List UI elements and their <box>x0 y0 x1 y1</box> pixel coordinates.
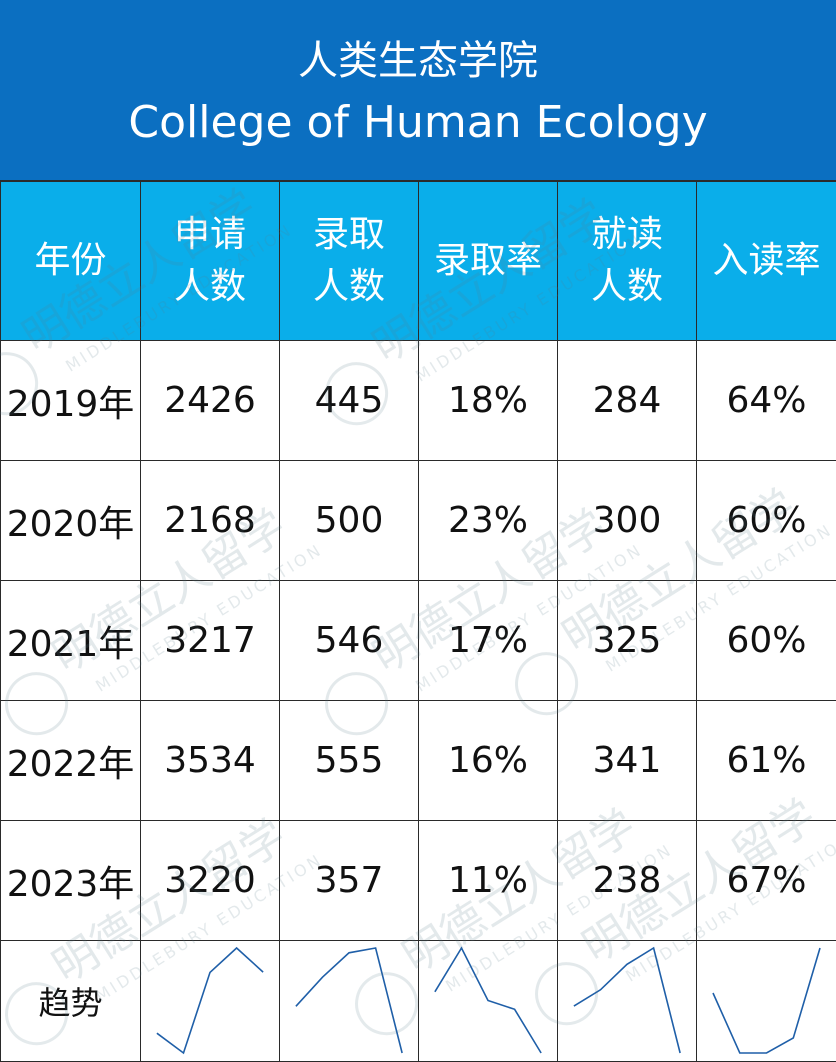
cell-admit-rate: 23% <box>418 460 558 581</box>
cell-applicants: 3217 <box>140 580 280 701</box>
cell-yield-rate: 60% <box>696 580 836 701</box>
header-year: 年份 <box>0 181 141 341</box>
cell-enrolled: 341 <box>557 700 697 821</box>
cell-admitted: 357 <box>279 820 419 941</box>
header-label: 录取率 <box>433 240 542 281</box>
sparkline-admit-rate <box>419 942 557 1061</box>
table-row: 2023年 3220 357 11% 238 67% <box>0 820 836 941</box>
table-row: 2022年 3534 555 16% 341 61% <box>0 700 836 821</box>
cell-yield-rate: 67% <box>696 820 836 941</box>
cell-applicants: 2168 <box>140 460 280 581</box>
sparkline-admit-rate-line <box>435 948 541 1053</box>
trend-cell-admit-rate <box>418 940 558 1062</box>
cell-enrolled: 284 <box>557 340 697 461</box>
sparkline-enrolled-line <box>574 948 680 1053</box>
admissions-table: 年份 申请 人数 录取 人数 录取率 就读 人数 入读率 2019年 2426 445 18… <box>0 181 836 1062</box>
cell-admit-rate: 18% <box>418 340 558 461</box>
cell-enrolled: 325 <box>557 580 697 701</box>
trend-cell-enrolled <box>557 940 697 1062</box>
header-label: 就读 人数 <box>590 214 663 307</box>
header-label: 年份 <box>34 240 107 281</box>
table-row: 2020年 2168 500 23% 300 60% <box>0 460 836 581</box>
cell-applicants: 3220 <box>140 820 280 941</box>
cell-year: 2023年 <box>0 820 141 941</box>
header-admitted: 录取 人数 <box>279 181 419 341</box>
cell-admitted: 555 <box>279 700 419 821</box>
sparkline-applicants <box>141 942 279 1061</box>
trend-row: 趋势 <box>0 940 836 1062</box>
cell-applicants: 2426 <box>140 340 280 461</box>
table-row: 2019年 2426 445 18% 284 64% <box>0 340 836 461</box>
title-english: College of Human Ecology <box>128 97 708 148</box>
table-row: 2021年 3217 546 17% 325 60% <box>0 580 836 701</box>
sparkline-applicants-line <box>157 948 263 1053</box>
trend-cell-yield-rate <box>696 940 836 1062</box>
sparkline-enrolled <box>558 942 696 1061</box>
title-chinese: 人类生态学院 <box>298 38 538 84</box>
sparkline-admitted-line <box>296 948 402 1053</box>
header-enrolled: 就读 人数 <box>557 181 697 341</box>
header-label: 录取 人数 <box>312 214 385 307</box>
cell-admitted: 546 <box>279 580 419 701</box>
cell-yield-rate: 61% <box>696 700 836 821</box>
cell-enrolled: 300 <box>557 460 697 581</box>
header-applicants: 申请 人数 <box>140 181 280 341</box>
cell-applicants: 3534 <box>140 700 280 821</box>
trend-cell-admitted <box>279 940 419 1062</box>
trend-cell-applicants <box>140 940 280 1062</box>
cell-year: 2022年 <box>0 700 141 821</box>
header-yield-rate: 入读率 <box>696 181 836 341</box>
cell-admit-rate: 11% <box>418 820 558 941</box>
cell-yield-rate: 64% <box>696 340 836 461</box>
title-banner: 人类生态学院 College of Human Ecology <box>0 0 836 181</box>
cell-admit-rate: 17% <box>418 580 558 701</box>
sparkline-yield-rate-line <box>713 948 820 1053</box>
header-admit-rate: 录取率 <box>418 181 558 341</box>
cell-admit-rate: 16% <box>418 700 558 821</box>
cell-yield-rate: 60% <box>696 460 836 581</box>
cell-admitted: 445 <box>279 340 419 461</box>
cell-year: 2019年 <box>0 340 141 461</box>
header-row: 年份 申请 人数 录取 人数 录取率 就读 人数 入读率 <box>0 181 836 341</box>
header-label: 申请 人数 <box>173 214 246 307</box>
sparkline-admitted <box>280 942 418 1061</box>
cell-year: 2021年 <box>0 580 141 701</box>
cell-year: 2020年 <box>0 460 141 581</box>
header-label: 入读率 <box>712 240 821 281</box>
sparkline-yield-rate <box>697 942 836 1061</box>
cell-enrolled: 238 <box>557 820 697 941</box>
cell-admitted: 500 <box>279 460 419 581</box>
trend-label: 趋势 <box>0 940 141 1062</box>
